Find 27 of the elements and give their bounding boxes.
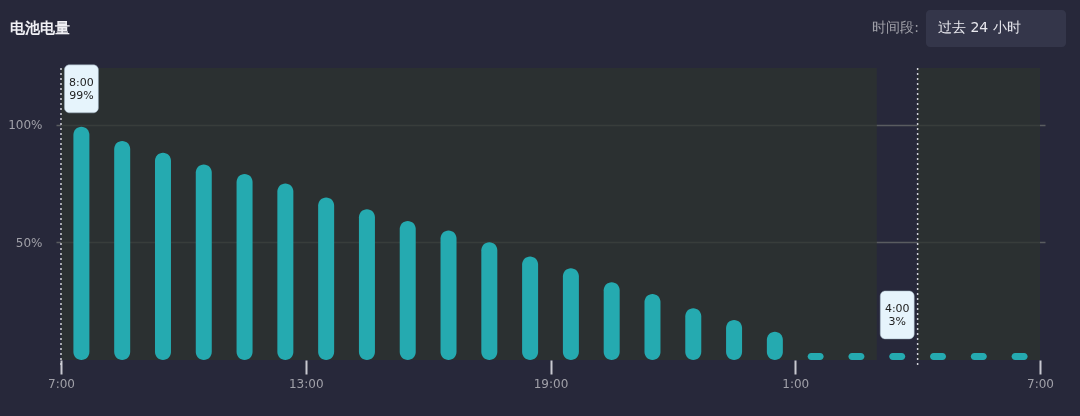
- x-tick-label: 19:00: [533, 376, 569, 391]
- text: 时间段:: [872, 19, 919, 35]
- annotation: 4:00 3%: [884, 301, 910, 328]
- y-tick-label: 50%: [15, 235, 43, 250]
- x-tick-label: 7:00: [1027, 376, 1054, 391]
- bar: [195, 164, 212, 360]
- bar: [154, 152, 171, 360]
- x-tick-label: 1:00: [782, 376, 810, 391]
- bar: [236, 173, 253, 360]
- bar: [399, 221, 416, 360]
- bar: [114, 141, 131, 360]
- x-tick-label: 13:00: [288, 376, 324, 391]
- bar: [481, 242, 498, 360]
- bar: [277, 183, 294, 360]
- bar: [522, 256, 539, 360]
- bar: [644, 294, 661, 360]
- x-tick-label: 7:00: [48, 376, 75, 391]
- bar: [440, 230, 457, 360]
- chart-title: 电池电量: [10, 19, 70, 37]
- bar: [562, 268, 579, 360]
- bar: [318, 197, 335, 360]
- bar: [603, 282, 620, 360]
- text: 过去 24 小时: [938, 19, 1021, 35]
- y-tick-label: 100%: [8, 118, 43, 133]
- bar: [358, 209, 375, 360]
- annotation: 8:00 99%: [69, 75, 94, 102]
- bar: [73, 126, 90, 360]
